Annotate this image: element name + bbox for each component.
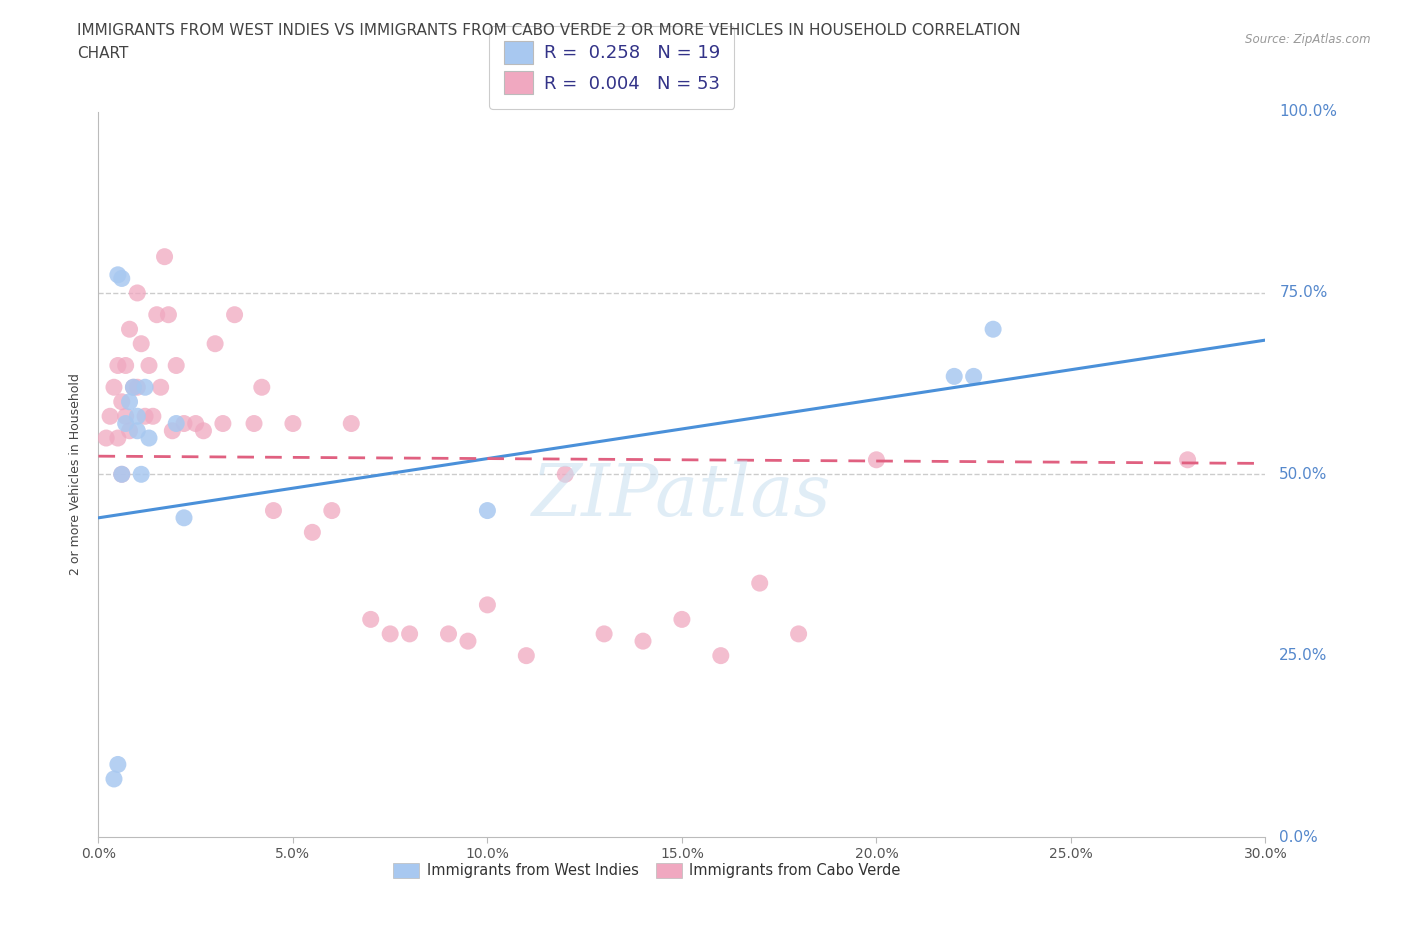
- Point: [129, 337, 152, 352]
- Text: ZIPatlas: ZIPatlas: [531, 460, 832, 531]
- Point: [129, 467, 152, 482]
- Point: [122, 379, 145, 394]
- Point: [162, 423, 184, 438]
- Point: [193, 423, 215, 438]
- Point: [515, 648, 537, 663]
- Point: [107, 431, 129, 445]
- Point: [593, 627, 616, 642]
- Point: [111, 394, 134, 409]
- Point: [127, 286, 149, 300]
- Point: [114, 409, 136, 424]
- Point: [157, 307, 180, 322]
- Point: [98, 409, 121, 424]
- Point: [146, 307, 169, 322]
- Point: [554, 467, 576, 482]
- Text: 100.0%: 100.0%: [1279, 104, 1337, 119]
- Point: [118, 394, 141, 409]
- Point: [107, 757, 129, 772]
- Point: [477, 597, 499, 612]
- Point: [153, 249, 176, 264]
- Point: [127, 379, 149, 394]
- Point: [457, 633, 479, 648]
- Point: [96, 431, 118, 445]
- Point: [477, 503, 499, 518]
- Point: [262, 503, 284, 518]
- Point: [184, 416, 207, 431]
- Point: [103, 379, 125, 394]
- Point: [1177, 452, 1199, 467]
- Text: 25.0%: 25.0%: [1279, 648, 1327, 663]
- Point: [142, 409, 165, 424]
- Point: [865, 452, 887, 467]
- Point: [138, 358, 160, 373]
- Point: [250, 379, 273, 394]
- Point: [127, 423, 149, 438]
- Point: [787, 627, 810, 642]
- Point: [134, 409, 156, 424]
- Point: [360, 612, 382, 627]
- Point: [981, 322, 1004, 337]
- Point: [122, 379, 145, 394]
- Point: [111, 467, 134, 482]
- Text: CHART: CHART: [77, 46, 129, 61]
- Point: [243, 416, 266, 431]
- Point: [398, 627, 420, 642]
- Point: [204, 337, 226, 352]
- Point: [340, 416, 363, 431]
- Text: 0.0%: 0.0%: [1279, 830, 1317, 844]
- Point: [321, 503, 343, 518]
- Point: [173, 511, 195, 525]
- Point: [107, 358, 129, 373]
- Point: [111, 271, 134, 286]
- Point: [281, 416, 304, 431]
- Text: 50.0%: 50.0%: [1279, 467, 1327, 482]
- Point: [114, 416, 136, 431]
- Legend: Immigrants from West Indies, Immigrants from Cabo Verde: Immigrants from West Indies, Immigrants …: [387, 857, 907, 884]
- Point: [380, 627, 402, 642]
- Point: [671, 612, 693, 627]
- Point: [118, 322, 141, 337]
- Point: [111, 467, 134, 482]
- Point: [301, 525, 323, 539]
- Text: 75.0%: 75.0%: [1279, 286, 1327, 300]
- Point: [165, 416, 187, 431]
- Point: [631, 633, 654, 648]
- Point: [165, 358, 187, 373]
- Point: [437, 627, 460, 642]
- Point: [134, 379, 156, 394]
- Point: [149, 379, 172, 394]
- Point: [748, 576, 770, 591]
- Point: [962, 369, 984, 384]
- Point: [114, 358, 136, 373]
- Point: [107, 268, 129, 283]
- Point: [118, 423, 141, 438]
- Point: [224, 307, 246, 322]
- Y-axis label: 2 or more Vehicles in Household: 2 or more Vehicles in Household: [69, 373, 83, 576]
- Point: [138, 431, 160, 445]
- Point: [127, 409, 149, 424]
- Text: IMMIGRANTS FROM WEST INDIES VS IMMIGRANTS FROM CABO VERDE 2 OR MORE VEHICLES IN : IMMIGRANTS FROM WEST INDIES VS IMMIGRANT…: [77, 23, 1021, 38]
- Point: [710, 648, 733, 663]
- Point: [212, 416, 235, 431]
- Point: [173, 416, 195, 431]
- Text: Source: ZipAtlas.com: Source: ZipAtlas.com: [1246, 33, 1371, 46]
- Point: [103, 772, 125, 787]
- Point: [943, 369, 966, 384]
